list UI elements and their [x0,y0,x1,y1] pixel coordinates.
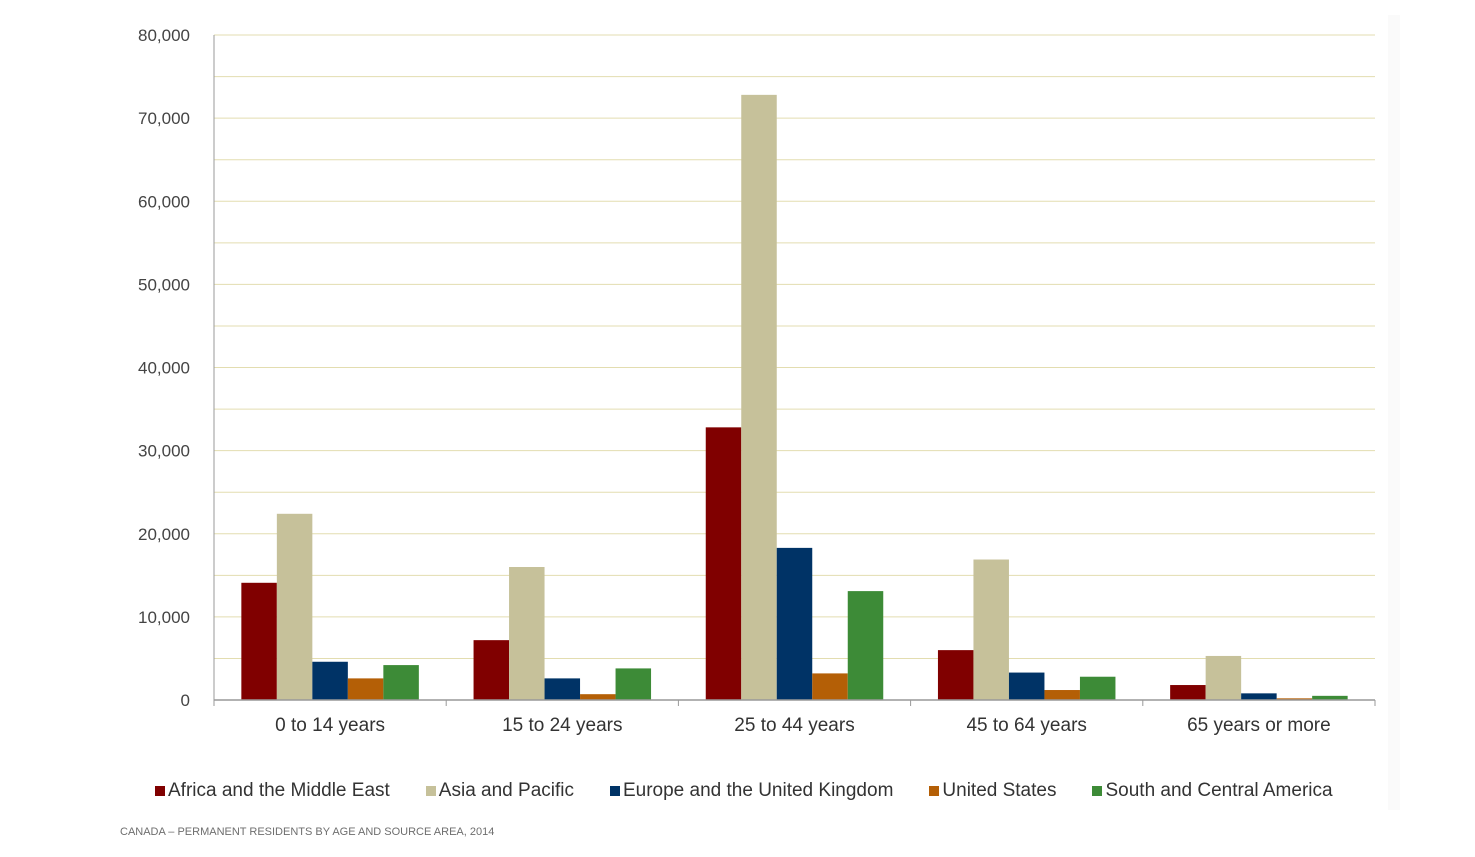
bar [1241,693,1277,700]
legend-item: Europe and the United Kingdom [609,780,894,802]
chart-caption: CANADA – PERMANENT RESIDENTS BY AGE AND … [120,826,495,838]
legend-label: United States [942,780,1057,801]
y-tick-label: 60,000 [138,192,190,211]
legend-item: South and Central America [1092,780,1333,802]
bar [1044,690,1080,700]
y-tick-label: 50,000 [138,275,190,294]
bar [705,427,742,700]
legend-item: Africa and the Middle East [155,780,390,802]
legend-label: South and Central America [1105,780,1333,801]
x-tick-label: 0 to 14 years [275,715,385,736]
bar [276,513,313,700]
legend-swatch [1092,786,1103,796]
y-tick-label: 80,000 [138,26,190,45]
y-tick-label: 0 [181,691,190,710]
legend-swatch [609,786,620,796]
chart-legend: Africa and the Middle East Asia and Pacif… [155,779,1333,803]
bar [473,640,510,700]
x-tick-label: 45 to 64 years [966,715,1086,736]
bar [1312,695,1348,700]
bar [741,94,777,701]
bar [544,678,581,700]
legend-label: Africa and the Middle East [168,780,390,801]
legend-item: United States [929,780,1056,802]
bar [509,567,545,700]
legend-label: Europe and the United Kingdom [622,780,894,801]
bar [812,673,848,700]
legend-swatch [155,786,165,796]
x-tick-label: 65 years or more [1187,715,1331,736]
bar [847,591,884,700]
y-tick-label: 30,000 [138,442,190,461]
bar [1170,685,1206,700]
legend-swatch [929,786,940,796]
bar [312,661,348,700]
bar [615,668,652,700]
bar [347,678,384,700]
legend-item: Asia and Pacific [425,780,574,802]
bar [1008,672,1045,700]
bar [580,694,616,700]
y-tick-label: 70,000 [138,109,190,128]
y-tick-label: 20,000 [138,525,190,544]
right-edge-strip [1388,15,1400,810]
bar [973,559,1009,700]
legend-swatch [425,786,436,796]
bar [937,650,974,700]
bar [1205,655,1242,700]
bar [1079,676,1116,700]
y-tick-label: 10,000 [138,608,190,627]
bar [383,665,419,700]
x-tick-label: 25 to 44 years [734,715,854,736]
legend-label: Asia and Pacific [438,780,574,801]
bar [776,547,813,700]
y-tick-label: 40,000 [138,359,190,378]
x-tick-label: 15 to 24 years [502,715,622,736]
bar [1276,698,1313,700]
bar [241,582,277,700]
